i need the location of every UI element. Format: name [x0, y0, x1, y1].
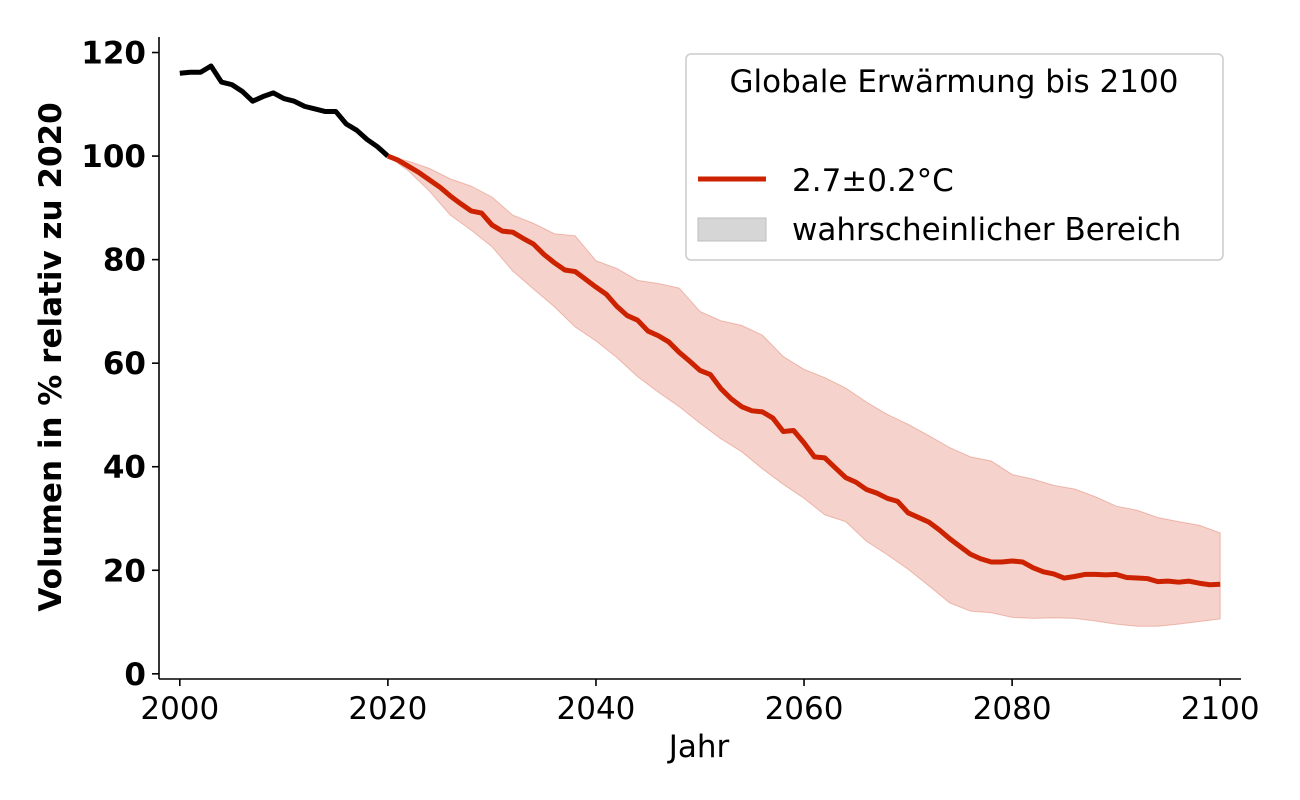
- y-tick-label: 0: [124, 657, 146, 693]
- y-axis-title: Volumen in % relativ zu 2020: [33, 102, 69, 611]
- legend-patch-swatch: [697, 217, 767, 242]
- y-tick-label: 60: [103, 346, 146, 382]
- y-tick-label: 120: [81, 36, 146, 72]
- x-tick-label: 2000: [140, 691, 219, 727]
- likely-range-band: [387, 155, 1221, 627]
- y-tick-label: 80: [103, 243, 146, 279]
- legend-title: Globale Erwärmung bis 2100: [730, 64, 1179, 100]
- y-tick-label: 100: [81, 139, 146, 175]
- y-tick-label: 20: [103, 553, 146, 589]
- legend-entry-label: 2.7±0.2°C: [792, 163, 954, 199]
- historical-series-line: [179, 63, 390, 158]
- y-tick-label: 40: [103, 450, 146, 486]
- plot-area: [179, 63, 1221, 627]
- x-tick-label: 2040: [557, 691, 636, 727]
- x-tick-label: 2020: [348, 691, 427, 727]
- x-tick-label: 2060: [765, 691, 844, 727]
- legend-entry-label: wahrscheinlicher Bereich: [792, 212, 1181, 248]
- legend-frame: [685, 53, 1224, 261]
- x-tick-label: 2080: [973, 691, 1052, 727]
- axes: [158, 37, 1241, 680]
- projection-series-line: [386, 153, 1221, 588]
- x-axis-title: Jahr: [667, 729, 730, 765]
- legend: Globale Erwärmung bis 2100 2.7±0.2°C wah…: [685, 53, 1224, 261]
- x-tick-label: 2100: [1181, 691, 1260, 727]
